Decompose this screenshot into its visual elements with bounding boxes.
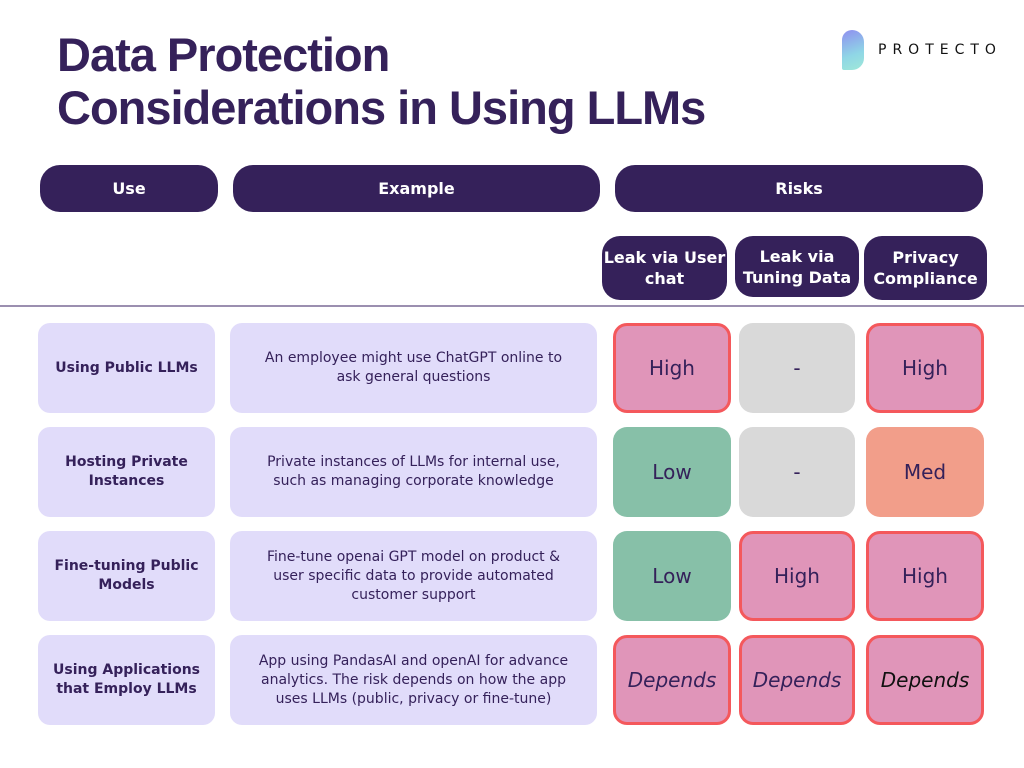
risk-cell: - xyxy=(739,427,855,517)
risk-cell: High xyxy=(866,323,984,413)
example-cell: Private instances of LLMs for internal u… xyxy=(230,427,597,517)
page-title: Data Protection Considerations in Using … xyxy=(57,28,706,134)
use-cell: Using Applications that Employ LLMs xyxy=(38,635,215,725)
risk-cell: Depends xyxy=(739,635,855,725)
risk-cell: Med xyxy=(866,427,984,517)
risk-cell: Depends xyxy=(613,635,731,725)
header-leak-user-chat: Leak via User chat xyxy=(602,236,727,300)
header-leak-tuning-data: Leak via Tuning Data xyxy=(735,236,859,297)
logo-text: PROTECTO xyxy=(878,42,1002,58)
risk-cell: Low xyxy=(613,427,731,517)
example-cell: An employee might use ChatGPT online to … xyxy=(230,323,597,413)
example-cell: Fine-tune openai GPT model on product & … xyxy=(230,531,597,621)
risk-cell: High xyxy=(739,531,855,621)
risk-cell: High xyxy=(866,531,984,621)
protecto-logo: PROTECTO xyxy=(842,30,1002,70)
use-cell: Hosting Private Instances xyxy=(38,427,215,517)
title-line-1: Data Protection xyxy=(57,28,390,81)
header-use: Use xyxy=(40,165,218,212)
risk-cell: Depends xyxy=(866,635,984,725)
logo-mark-icon xyxy=(842,30,864,70)
header-privacy-compliance: Privacy Compliance xyxy=(864,236,987,300)
example-cell: App using PandasAI and openAI for advanc… xyxy=(230,635,597,725)
risk-cell: Low xyxy=(613,531,731,621)
risk-cell: - xyxy=(739,323,855,413)
divider xyxy=(0,305,1024,307)
risk-cell: High xyxy=(613,323,731,413)
use-cell: Using Public LLMs xyxy=(38,323,215,413)
use-cell: Fine-tuning Public Models xyxy=(38,531,215,621)
header-example: Example xyxy=(233,165,600,212)
header-risks: Risks xyxy=(615,165,983,212)
title-line-2: Considerations in Using LLMs xyxy=(57,81,706,134)
